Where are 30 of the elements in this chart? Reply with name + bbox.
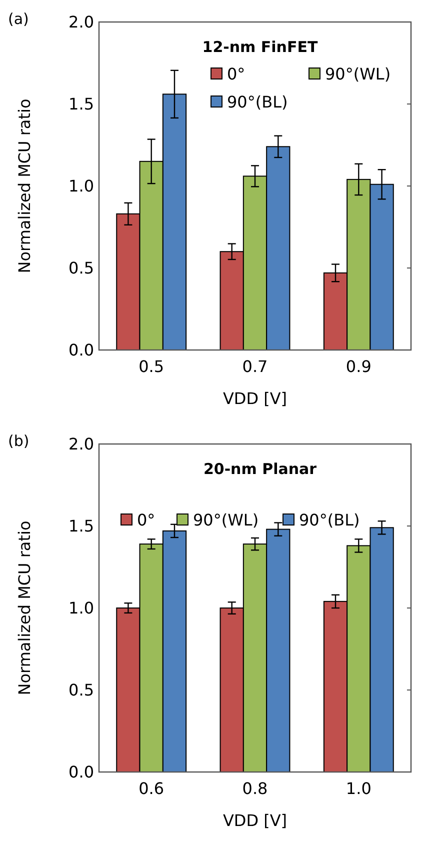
legend-label: 90°(BL) bbox=[299, 510, 360, 530]
y-tick-label: 2.0 bbox=[68, 12, 94, 32]
y-tick-label: 0.5 bbox=[68, 258, 94, 278]
x-axis-title: VDD [V] bbox=[222, 811, 288, 830]
legend-label: 90°(BL) bbox=[227, 92, 288, 112]
legend-label: 90°(WL) bbox=[325, 64, 391, 84]
x-tick-label: 0.8 bbox=[242, 779, 268, 798]
text: (a) bbox=[8, 10, 29, 28]
y-tick-label: 1.0 bbox=[68, 176, 94, 196]
y-tick-label: 0.0 bbox=[68, 762, 94, 782]
x-tick-label: 0.9 bbox=[346, 357, 372, 376]
y-axis-title: Normalized MCU ratio bbox=[15, 520, 34, 696]
text: 12-nm FinFET bbox=[202, 38, 318, 56]
x-tick-label: 0.6 bbox=[138, 779, 164, 798]
y-tick-label: 1.5 bbox=[68, 94, 94, 114]
legend-label: 0° bbox=[227, 64, 246, 84]
y-tick-label: 0.0 bbox=[68, 340, 94, 360]
y-tick-label: 0.5 bbox=[68, 680, 94, 700]
y-tick-label: 2.0 bbox=[68, 434, 94, 454]
x-axis-title: VDD [V] bbox=[222, 389, 288, 408]
x-tick-label: 0.5 bbox=[138, 357, 164, 376]
legend-label: 90°(WL) bbox=[193, 510, 259, 530]
y-axis-title: Normalized MCU ratio bbox=[15, 98, 34, 274]
text: (b) bbox=[8, 432, 30, 450]
y-tick-label: 1.0 bbox=[68, 598, 94, 618]
legend-label: 0° bbox=[137, 510, 156, 530]
text: 20-nm Planar bbox=[203, 460, 318, 478]
y-tick-label: 1.5 bbox=[68, 516, 94, 536]
x-tick-label: 0.7 bbox=[242, 357, 268, 376]
x-tick-label: 1.0 bbox=[346, 779, 372, 798]
